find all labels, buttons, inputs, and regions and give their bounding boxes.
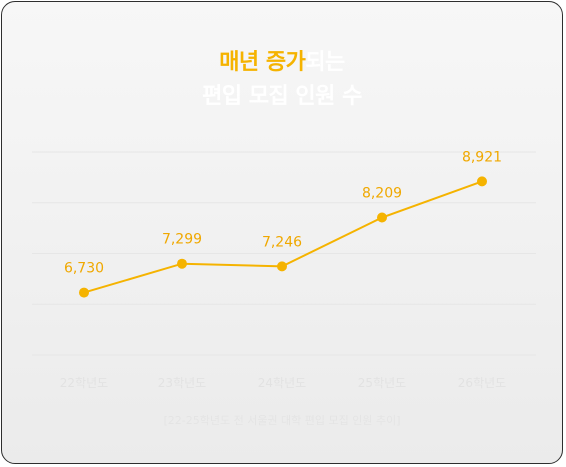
value-label: 7,299 bbox=[162, 232, 202, 248]
x-tick-label: 22학년도 bbox=[60, 376, 108, 390]
title-highlight: 매년 증가 bbox=[219, 50, 306, 75]
chart-caption: [22-25학년도 전 서울권 대학 편입 모집 인원 추이] bbox=[163, 414, 401, 427]
title-line-1-rest: 되는 bbox=[305, 50, 345, 75]
value-label: 8,921 bbox=[462, 149, 502, 165]
x-tick-label: 25학년도 bbox=[358, 376, 406, 390]
value-label: 7,246 bbox=[262, 234, 302, 250]
x-tick-label: 24학년도 bbox=[258, 376, 306, 390]
gridlines bbox=[32, 151, 536, 356]
data-point bbox=[277, 261, 287, 272]
value-label: 8,209 bbox=[362, 186, 402, 202]
data-point bbox=[177, 258, 187, 269]
data-points bbox=[79, 176, 487, 298]
value-label: 6,730 bbox=[64, 261, 104, 277]
x-axis-labels: 22학년도 23학년도 24학년도 25학년도 26학년도 bbox=[60, 376, 506, 390]
x-tick-label: 26학년도 bbox=[458, 376, 506, 390]
data-point bbox=[477, 176, 487, 187]
x-tick-label: 23학년도 bbox=[158, 376, 206, 390]
title-line-1: 매년 증가되는 bbox=[2, 46, 562, 80]
value-labels: 6,730 7,299 7,246 8,209 8,921 bbox=[64, 149, 502, 276]
data-point bbox=[377, 212, 387, 223]
data-point bbox=[79, 287, 89, 298]
title-line-2: 편입 모집 인원 수 bbox=[202, 84, 362, 109]
chart-title: 매년 증가되는 편입 모집 인원 수 bbox=[2, 46, 562, 114]
